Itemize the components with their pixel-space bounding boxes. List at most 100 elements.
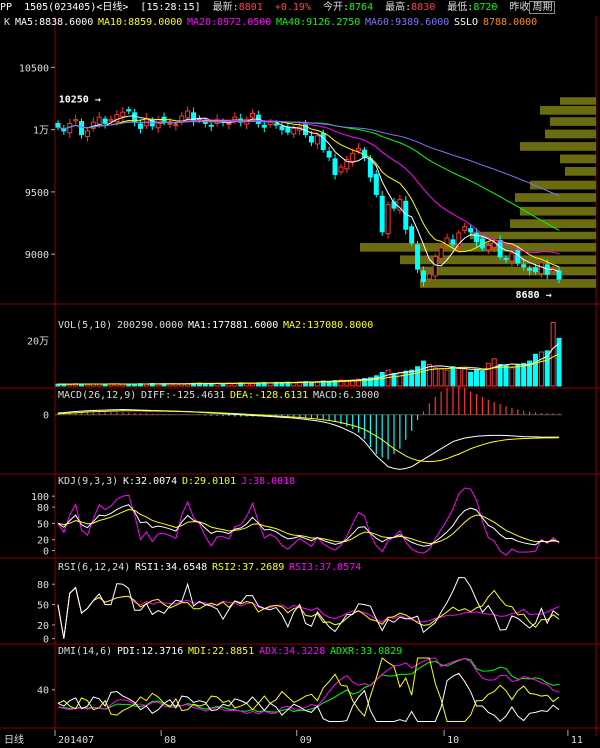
xaxis-tick-label: 11 bbox=[571, 735, 583, 746]
candle-body bbox=[527, 268, 533, 271]
price-legend-ma10: MA10:8859.0000 bbox=[98, 17, 182, 28]
candle-body bbox=[385, 203, 391, 235]
kdj-tick-label: 100 bbox=[31, 492, 49, 503]
candle-body bbox=[314, 135, 320, 145]
volume-profile-bar bbox=[520, 206, 596, 216]
candle-body bbox=[503, 258, 509, 261]
tab-period[interactable]: 周期 bbox=[529, 1, 556, 14]
candle-body bbox=[126, 109, 132, 112]
kdj-tick-label: 50 bbox=[37, 519, 49, 530]
candle-body bbox=[114, 114, 120, 123]
vol-legend-title: VOL(5,10) bbox=[58, 320, 112, 331]
volume-bar bbox=[456, 367, 462, 387]
candle-body bbox=[96, 116, 102, 125]
candle-body bbox=[474, 233, 480, 243]
volume-profile-bar bbox=[360, 242, 596, 252]
candle-body bbox=[491, 242, 497, 248]
volume-bar bbox=[332, 380, 338, 387]
volume-bar bbox=[468, 371, 474, 387]
candle-body bbox=[509, 252, 515, 262]
rsi-legend-rsi3: RSI3:37.8574 bbox=[289, 562, 361, 573]
volume-bar bbox=[527, 360, 533, 387]
macd-dea-line bbox=[57, 410, 560, 463]
volume-bar bbox=[438, 368, 444, 387]
volume-bar bbox=[356, 378, 362, 387]
product-code: PP bbox=[0, 2, 13, 13]
volume-profile-bar bbox=[420, 279, 596, 288]
volume-profile-bar bbox=[540, 105, 596, 115]
candle-body bbox=[426, 273, 432, 280]
kdj-tick-label: 80 bbox=[37, 503, 49, 514]
kdj-legend-d: D:29.0101 bbox=[182, 476, 236, 487]
candle-body bbox=[485, 244, 491, 251]
rsi-legend-rsi1: RSI1:34.6548 bbox=[135, 562, 207, 573]
candle-body bbox=[55, 122, 61, 128]
macd-legend-diff: DIFF:-125.4631 bbox=[141, 390, 225, 401]
candle-body bbox=[267, 121, 273, 126]
vol-legend-ma2: MA2:137080.8000 bbox=[283, 320, 373, 331]
volume-profile-bar bbox=[420, 266, 596, 276]
volume-profile-bar bbox=[400, 255, 596, 265]
volume-bar bbox=[521, 362, 527, 387]
volume-profile-bar bbox=[560, 154, 596, 164]
candle-body bbox=[532, 267, 538, 273]
candle-body bbox=[420, 270, 426, 283]
price-legend-ma20: MA20:8972.0500 bbox=[187, 17, 271, 28]
candle-body bbox=[261, 124, 267, 128]
ma5-line bbox=[57, 115, 560, 272]
volume-bar bbox=[426, 363, 432, 387]
rsi-tick-label: 20 bbox=[37, 621, 49, 632]
candle-body bbox=[468, 228, 474, 233]
vol-tick-label: 20万 bbox=[27, 337, 49, 348]
candle-body bbox=[444, 237, 450, 246]
kdj-j-line bbox=[57, 487, 560, 556]
volume-bar bbox=[538, 351, 544, 387]
volume-bar bbox=[485, 362, 491, 387]
macd-legend-title: MACD(26,12,9) bbox=[58, 390, 136, 401]
kdj-tick-label: 20 bbox=[37, 536, 49, 547]
volume-profile-bar bbox=[565, 167, 596, 176]
volume-bar bbox=[450, 366, 456, 387]
annotation-low: 8680 → bbox=[515, 290, 551, 301]
low-price: 最低:8720 bbox=[447, 2, 498, 13]
candle-body bbox=[167, 122, 173, 125]
kdj-legend-title: KDJ(9,3,3) bbox=[58, 476, 118, 487]
price-change: +0.19% bbox=[274, 2, 311, 13]
volume-bar bbox=[403, 370, 409, 387]
volume-bar bbox=[550, 322, 556, 387]
price-tick-label: 10500 bbox=[19, 63, 49, 74]
candle-body bbox=[521, 264, 527, 268]
volume-profile-bar bbox=[510, 219, 596, 229]
volume-profile-bar bbox=[470, 231, 596, 240]
volume-bar bbox=[409, 369, 415, 387]
rsi-legend-rsi2: RSI2:37.2689 bbox=[212, 562, 284, 573]
volume-bar bbox=[373, 375, 379, 387]
price-legend-ma5: MA5:8838.6000 bbox=[15, 17, 93, 28]
candle-body bbox=[409, 226, 415, 244]
volume-bar bbox=[320, 380, 326, 387]
volume-bar bbox=[509, 367, 515, 387]
contract-code: 1505(023405)<日线> bbox=[24, 2, 129, 13]
xaxis-tick-label: 10 bbox=[447, 735, 459, 746]
candle-body bbox=[285, 126, 291, 133]
quote-header: PP 1505(023405)<日线> [15:28:15] 最新:8801 +… bbox=[0, 0, 600, 16]
candle-body bbox=[149, 119, 155, 127]
candle-body bbox=[320, 132, 326, 151]
macd-legend-dea: DEA:-128.6131 bbox=[230, 390, 308, 401]
dmi-adxr-line bbox=[57, 658, 560, 713]
rsi1-line bbox=[57, 577, 560, 639]
candle-body bbox=[308, 135, 314, 143]
open-price: 今开:8764 bbox=[322, 2, 374, 13]
candle-body bbox=[350, 152, 356, 162]
candle-body bbox=[155, 119, 161, 129]
candle-body bbox=[102, 118, 108, 124]
volume-profile-bar bbox=[530, 180, 596, 190]
tab-prev-close[interactable]: 昨收 bbox=[509, 2, 530, 13]
volume-bar bbox=[362, 378, 368, 387]
kdj-k-line bbox=[57, 504, 560, 547]
candle-body bbox=[367, 158, 373, 178]
volume-bar bbox=[556, 337, 562, 387]
dmi-legend-mdi: MDI:22.8851 bbox=[188, 646, 254, 657]
dmi-pdi-line bbox=[57, 672, 560, 723]
volume-bar bbox=[503, 365, 509, 387]
